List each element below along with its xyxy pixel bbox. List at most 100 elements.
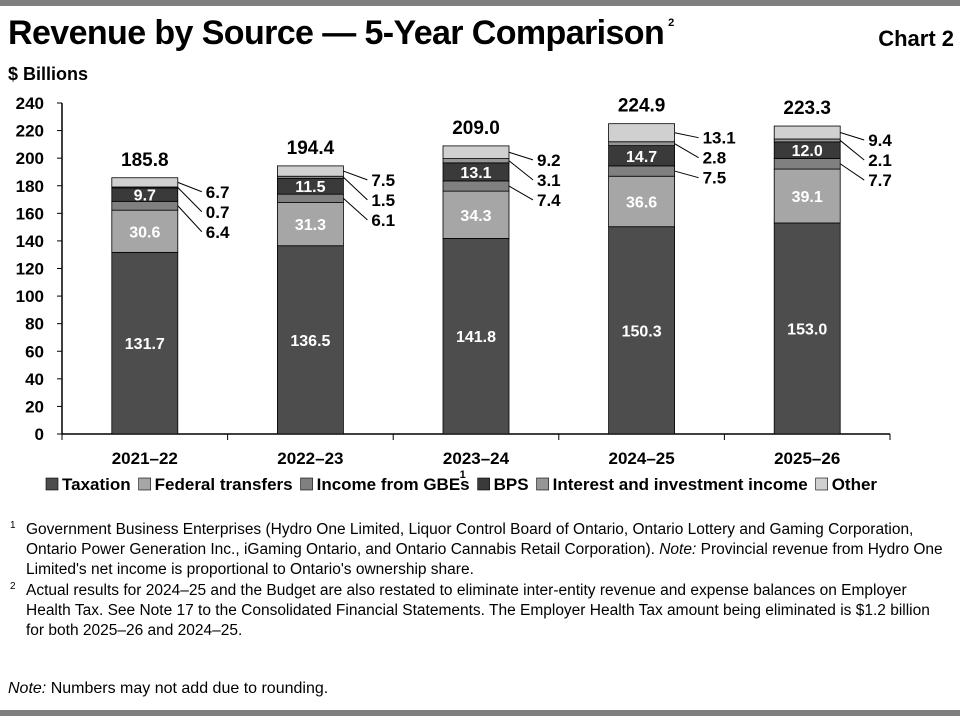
data-label-2-2021–22: 30.6 <box>129 224 160 241</box>
data-label-4-2023–24: 13.1 <box>460 165 491 182</box>
y-tick-label-3: 60 <box>25 342 44 361</box>
data-label-4-2022–23: 11.5 <box>295 179 325 196</box>
bar-2-2025–26 <box>773 168 841 224</box>
legend-footnote-marker-3: 1 <box>460 469 466 481</box>
bar-6-2024–25 <box>608 123 675 143</box>
bar-6-2021–22 <box>111 177 179 188</box>
leader-line-6-2025–26 <box>840 132 865 141</box>
legend-swatch-2 <box>138 477 151 491</box>
legend-label-1: Taxation <box>62 475 131 494</box>
legend-swatch-5 <box>536 477 549 491</box>
bar-6-2025–26 <box>773 125 841 140</box>
leader-line-5-2024–25 <box>674 143 699 159</box>
y-tick-label-6: 120 <box>16 260 44 279</box>
bar-5-2023–24 <box>442 158 510 164</box>
y-tick-label-5: 100 <box>16 287 44 306</box>
bar-3-2023–24 <box>442 180 510 192</box>
leader-line-5-2023–24 <box>508 160 534 181</box>
bar-1-2023–24 <box>442 238 510 435</box>
data-label-1-2023–24: 141.8 <box>456 329 496 346</box>
leader-line-5-2025–26 <box>839 140 865 161</box>
leader-line-6-2022–23 <box>343 170 368 181</box>
leader-line-5-2022–23 <box>343 176 368 201</box>
legend-label-3: Income from GBEs <box>317 475 470 494</box>
bar-2-2022–23 <box>276 202 344 247</box>
bar-1-2021–22 <box>111 251 179 435</box>
title-footnote-marker: 2 <box>668 16 674 29</box>
y-tick-label-7: 140 <box>16 232 44 251</box>
total-label-2021–22: 185.8 <box>121 150 169 171</box>
data-label-1-2021–22: 131.7 <box>125 336 165 353</box>
top-rule <box>0 0 960 6</box>
legend-swatch-6 <box>815 477 828 491</box>
chart-title-text: Revenue by Source — 5-Year Comparison <box>8 14 665 52</box>
bar-2-2021–22 <box>111 209 179 253</box>
data-label-3-2022–23: 6.1 <box>371 211 395 230</box>
data-label-1-2024–25: 150.3 <box>622 323 662 340</box>
bar-2-2023–24 <box>442 190 510 239</box>
data-label-1-2025–26: 153.0 <box>787 321 827 338</box>
data-label-4-2024–25: 14.7 <box>626 149 657 166</box>
data-label-2-2025–26: 39.1 <box>792 189 823 206</box>
x-tick-label-0: 2021–22 <box>112 449 178 468</box>
data-label-3-2025–26: 7.7 <box>868 171 892 190</box>
total-label-2023–24: 209.0 <box>452 118 500 139</box>
footnote-1-text: Government Business Enterprises (Hydro O… <box>26 521 914 558</box>
leader-line-6-2021–22 <box>177 181 202 193</box>
footnote-2-text: Actual results for 2024–25 and the Budge… <box>26 582 930 639</box>
data-label-6-2023–24: 9.2 <box>537 151 561 170</box>
x-tick-label-2: 2023–24 <box>443 449 510 468</box>
y-tick-label-8: 160 <box>16 204 44 223</box>
y-tick-label-2: 40 <box>25 370 44 389</box>
x-tick-label-4: 2025–26 <box>774 449 840 468</box>
y-tick-label-10: 200 <box>16 149 44 168</box>
legend-label-4: BPS <box>494 475 529 494</box>
y-tick-label-9: 180 <box>16 177 44 196</box>
data-label-4-2021–22: 9.7 <box>134 188 156 205</box>
bottom-rule <box>0 710 960 716</box>
data-label-1-2022–23: 136.5 <box>290 333 330 350</box>
footnote-1-note-label: Note: <box>659 541 697 558</box>
bar-1-2025–26 <box>773 222 841 435</box>
leader-line-3-2022–23 <box>343 197 368 221</box>
bar-1-2024–25 <box>608 226 675 435</box>
leader-line-3-2024–25 <box>674 170 699 179</box>
leader-line-6-2024–25 <box>674 132 699 139</box>
y-tick-label-0: 0 <box>35 425 44 444</box>
bar-3-2024–25 <box>608 165 675 177</box>
data-label-5-2024–25: 2.8 <box>703 149 727 168</box>
data-label-5-2025–26: 2.1 <box>868 151 892 170</box>
y-axis-label: $ Billions <box>8 64 89 84</box>
legend-label-2: Federal transfers <box>155 475 293 494</box>
footnote-1-note-text: Provincial revenue from Hydro One Limite… <box>26 541 943 578</box>
rounding-note-text: Numbers may not add due to rounding. <box>46 680 329 697</box>
data-label-3-2023–24: 7.4 <box>537 191 561 210</box>
legend-label-6: Other <box>832 475 878 494</box>
data-label-3-2024–25: 7.5 <box>703 169 727 188</box>
bar-5-2025–26 <box>773 138 841 143</box>
title-row: Revenue by Source — 5-Year Comparison 2 C… <box>8 14 954 60</box>
total-label-2025–26: 223.3 <box>783 98 831 119</box>
rounding-note-label: Note: <box>8 680 47 697</box>
bar-2-2024–25 <box>608 175 675 228</box>
data-label-6-2021–22: 6.7 <box>206 183 230 202</box>
rounding-note: Note: Numbers may not add due to roundin… <box>8 680 328 698</box>
data-label-6-2024–25: 13.1 <box>703 129 736 148</box>
legend-label-5: Interest and investment income <box>553 475 808 494</box>
leader-line-3-2023–24 <box>508 185 534 201</box>
data-label-4-2025–26: 12.0 <box>792 143 823 160</box>
x-tick-label-3: 2024–25 <box>609 449 675 468</box>
chart-title: Revenue by Source — 5-Year Comparison 2 <box>8 14 674 53</box>
data-label-6-2022–23: 7.5 <box>371 171 395 190</box>
data-label-2-2022–23: 31.3 <box>295 217 326 234</box>
legend-swatch-1 <box>45 477 59 491</box>
data-label-2-2023–24: 34.3 <box>460 208 491 225</box>
data-label-5-2021–22: 0.7 <box>206 203 230 222</box>
leader-line-6-2023–24 <box>508 151 534 161</box>
y-tick-label-1: 20 <box>25 397 44 416</box>
legend-swatch-4 <box>477 477 490 491</box>
y-tick-label-12: 240 <box>16 94 44 113</box>
footnote-1-marker: 1 <box>10 520 16 531</box>
bar-1-2022–23 <box>276 245 344 435</box>
leader-line-3-2025–26 <box>839 163 865 181</box>
